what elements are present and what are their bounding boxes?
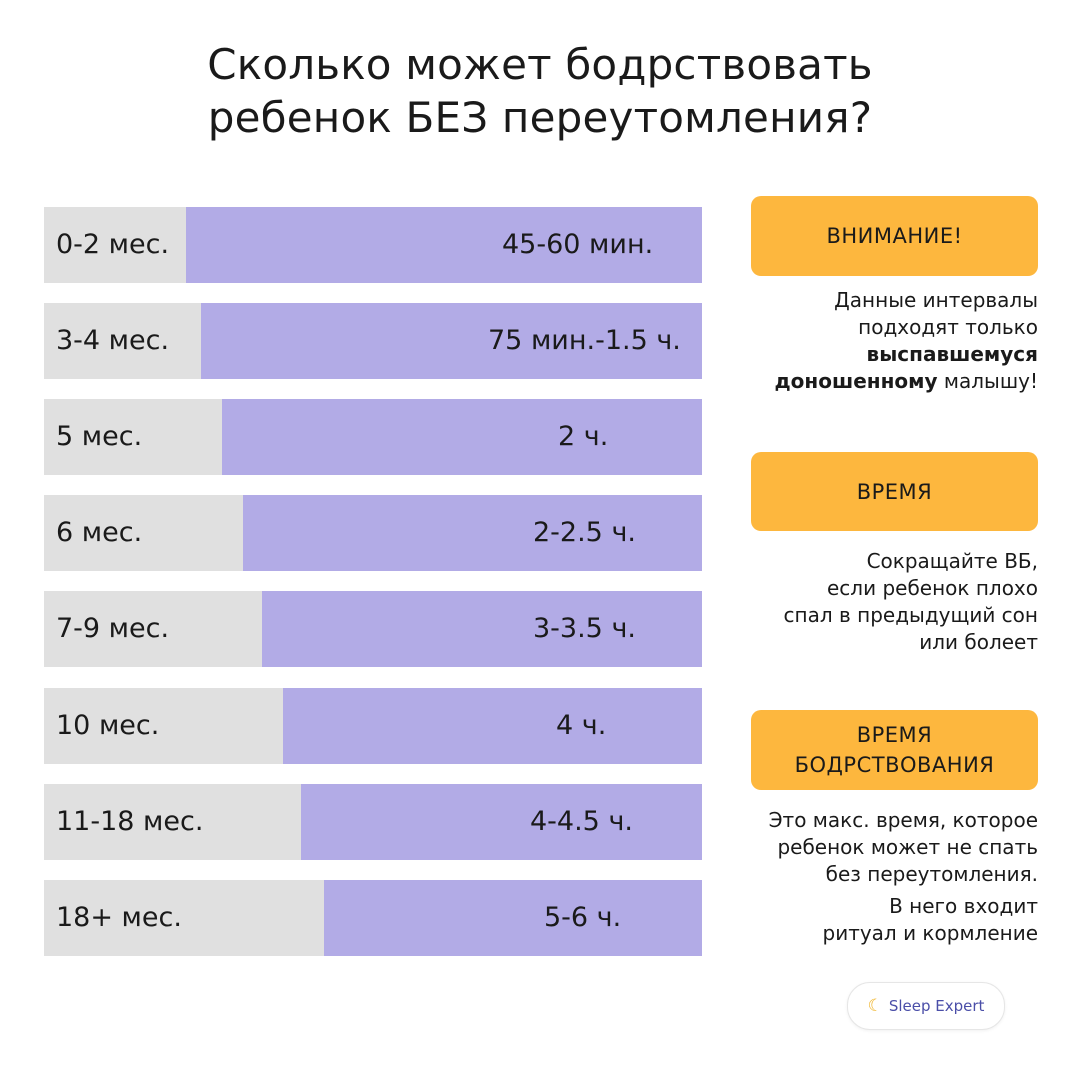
age-label: 0-2 мес. (56, 229, 170, 260)
interval-bar (262, 591, 702, 667)
age-row-3-4: 3-4 мес. 75 мин.-1.5 ч. (44, 303, 702, 379)
page-title: Сколько может бодрствовать ребенок БЕЗ п… (0, 38, 1080, 144)
logo-text: Sleep Expert (888, 997, 985, 1015)
wake-time-line-1: Это макс. время, которое (768, 808, 1038, 832)
age-label: 7-9 мес. (56, 613, 170, 644)
interval-bar (201, 303, 702, 379)
age-label: 10 мес. (56, 710, 160, 741)
title-line-1: Сколько может бодрствовать (207, 40, 873, 89)
attention-line-1: Данные интервалы (834, 288, 1038, 312)
interval-value: 2-2.5 ч. (533, 517, 636, 548)
wake-time-line-5: ритуал и кормление (822, 921, 1039, 945)
wake-time-note: Это макс. время, которое ребенок может н… (678, 807, 1038, 947)
age-label: 3-4 мес. (56, 325, 170, 356)
sleep-expert-logo: ☾ Sleep Expert (847, 982, 1005, 1030)
interval-value: 5-6 ч. (544, 902, 622, 933)
wake-time-badge: ВРЕМЯ БОДРСТВОВАНИЯ (751, 710, 1038, 790)
wake-time-badge-line-1: ВРЕМЯ (856, 723, 933, 747)
moon-star-icon: ☾ (867, 995, 883, 1016)
attention-bold-1: выспавшемуся (866, 342, 1038, 366)
interval-bar (324, 880, 702, 956)
time-badge-label: ВРЕМЯ (856, 479, 933, 504)
interval-bar (222, 399, 702, 475)
age-label: 11-18 мес. (56, 806, 204, 837)
wake-time-line-4: В него входит (889, 894, 1038, 918)
age-label: 6 мес. (56, 517, 143, 548)
time-note: Сокращайте ВБ, если ребенок плохо спал в… (698, 548, 1038, 656)
wake-time-line-3: без переутомления. (825, 862, 1038, 886)
interval-value: 4-4.5 ч. (530, 806, 633, 837)
time-line-4: или болеет (919, 630, 1038, 654)
age-label: 5 мес. (56, 421, 143, 452)
attention-tail: малышу! (937, 369, 1038, 393)
time-line-2: если ребенок плохо (827, 576, 1038, 600)
age-row-10: 10 мес. 4 ч. (44, 688, 702, 764)
interval-bar (283, 688, 702, 764)
wake-time-line-2: ребенок может не спать (777, 835, 1038, 859)
age-label: 18+ мес. (56, 902, 182, 933)
interval-value: 4 ч. (556, 710, 607, 741)
wake-time-badge-line-2: БОДРСТВОВАНИЯ (794, 753, 995, 777)
interval-bar (186, 207, 702, 283)
age-row-5: 5 мес. 2 ч. (44, 399, 702, 475)
age-row-7-9: 7-9 мес. 3-3.5 ч. (44, 591, 702, 667)
interval-value: 45-60 мин. (502, 229, 654, 260)
age-row-0-2: 0-2 мес. 45-60 мин. (44, 207, 702, 283)
age-row-11-18: 11-18 мес. 4-4.5 ч. (44, 784, 702, 860)
attention-note: Данные интервалы подходят только выспавш… (698, 287, 1038, 395)
interval-value: 2 ч. (558, 421, 609, 452)
interval-bar (243, 495, 702, 571)
interval-value: 75 мин.-1.5 ч. (488, 325, 681, 356)
age-row-18-plus: 18+ мес. 5-6 ч. (44, 880, 702, 956)
age-row-6: 6 мес. 2-2.5 ч. (44, 495, 702, 571)
interval-bar (301, 784, 702, 860)
time-line-1: Сокращайте ВБ, (866, 549, 1038, 573)
attention-badge-label: ВНИМАНИЕ! (826, 224, 963, 248)
title-line-2: ребенок БЕЗ переутомления? (207, 93, 873, 142)
interval-value: 3-3.5 ч. (533, 613, 636, 644)
attention-bold-2: доношенному (774, 369, 938, 393)
time-badge: ВРЕМЯ (751, 452, 1038, 531)
time-line-3: спал в предыдущий сон (783, 603, 1038, 627)
attention-badge: ВНИМАНИЕ! (751, 196, 1038, 276)
attention-line-2: подходят только (858, 315, 1038, 339)
